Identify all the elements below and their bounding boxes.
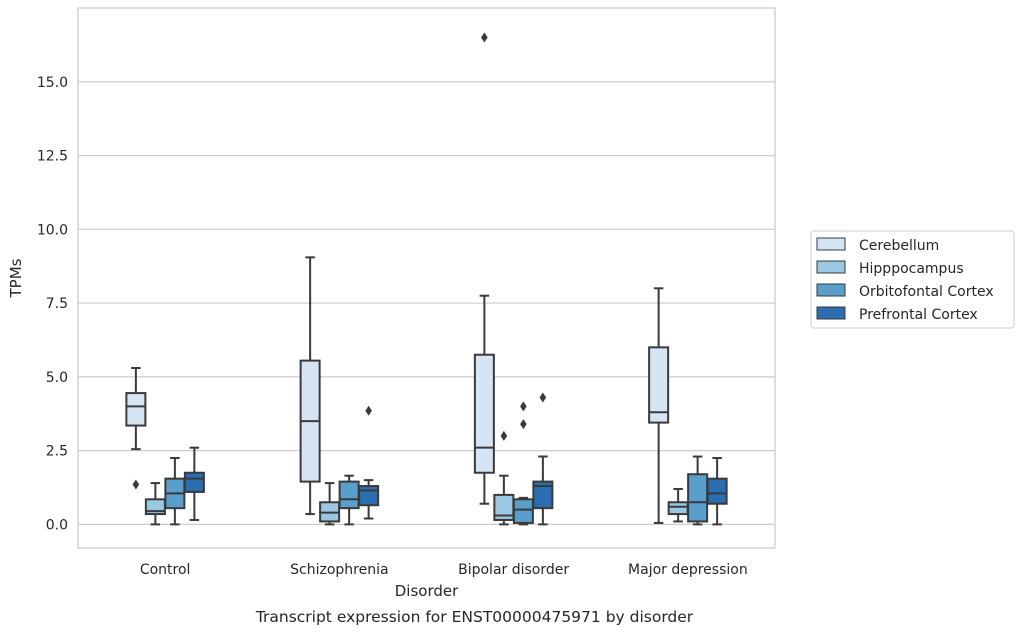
x-tick-label: Schizophrenia — [290, 562, 388, 578]
outlier-point — [520, 419, 527, 430]
box-2-0 — [164, 457, 186, 526]
y-axis-label: TPMs — [7, 258, 25, 298]
chart-caption: Transcript expression for ENST0000047597… — [255, 608, 694, 626]
box-iqr — [667, 501, 689, 516]
box-1-3 — [667, 487, 689, 523]
legend-label: Prefrontal Cortex — [859, 307, 978, 323]
outlier-point — [539, 392, 547, 403]
box-3-0 — [183, 446, 205, 521]
box-0-3 — [648, 287, 670, 524]
outlier-point — [132, 479, 140, 490]
box-iqr — [512, 498, 534, 524]
box-3-1 — [358, 405, 380, 520]
box-iqr — [687, 473, 709, 523]
box-iqr — [125, 392, 147, 427]
box-1-0 — [144, 482, 166, 526]
legend-swatch — [816, 260, 846, 274]
outlier-point — [520, 401, 527, 412]
y-tick-label: 7.5 — [46, 296, 68, 312]
y-tick-label: 5.0 — [46, 370, 68, 386]
legend-frame — [810, 230, 1015, 329]
box-0-1 — [299, 256, 321, 516]
legend-swatch — [816, 283, 846, 297]
plot-frame — [77, 7, 776, 549]
box-1-1 — [319, 482, 341, 526]
box-iqr — [183, 471, 205, 493]
box-iqr — [648, 346, 670, 424]
y-tick-label: 2.5 — [46, 444, 68, 460]
x-tick-label: Control — [140, 562, 191, 578]
legend: Cerebellum Hipppocampus Orbitofontal Corte… — [810, 230, 1015, 329]
x-tick-label: Major depression — [628, 562, 748, 578]
box-iqr — [358, 485, 380, 507]
y-tick-label: 15.0 — [37, 75, 68, 91]
box-iqr — [532, 480, 554, 510]
outlier-point — [481, 32, 488, 43]
x-axis-label: Disorder — [395, 582, 459, 600]
legend-swatch — [816, 306, 846, 320]
outlier-point — [500, 430, 508, 441]
box-iqr — [338, 480, 360, 510]
boxes — [125, 32, 728, 526]
box-1-2 — [493, 430, 515, 526]
box-3-3 — [706, 457, 728, 526]
y-tick-labels: 0.0 2.5 5.0 7.5 10.0 12.5 15.0 — [37, 75, 68, 534]
gridlines — [78, 81, 775, 525]
outlier-point — [365, 405, 372, 416]
y-tick-label: 10.0 — [37, 222, 68, 238]
box-3-2 — [532, 392, 554, 526]
x-tick-labels: Control Schizophrenia Bipolar disorder Majo… — [140, 562, 748, 578]
y-tick-label: 12.5 — [37, 149, 68, 165]
box-2-3 — [687, 455, 709, 526]
box-iqr — [706, 477, 728, 505]
legend-label: Cerebellum — [859, 238, 939, 254]
legend-swatch — [816, 237, 846, 251]
box-0-0 — [125, 367, 147, 490]
box-iqr — [473, 353, 495, 474]
box-2-2 — [512, 401, 534, 526]
box-0-2 — [473, 32, 495, 505]
y-tick-label: 0.0 — [46, 517, 68, 533]
legend-label: Orbitofontal Cortex — [859, 284, 994, 300]
box-2-1 — [338, 474, 360, 526]
legend-label: Hipppocampus — [859, 261, 964, 277]
x-tick-label: Bipolar disorder — [458, 562, 569, 578]
